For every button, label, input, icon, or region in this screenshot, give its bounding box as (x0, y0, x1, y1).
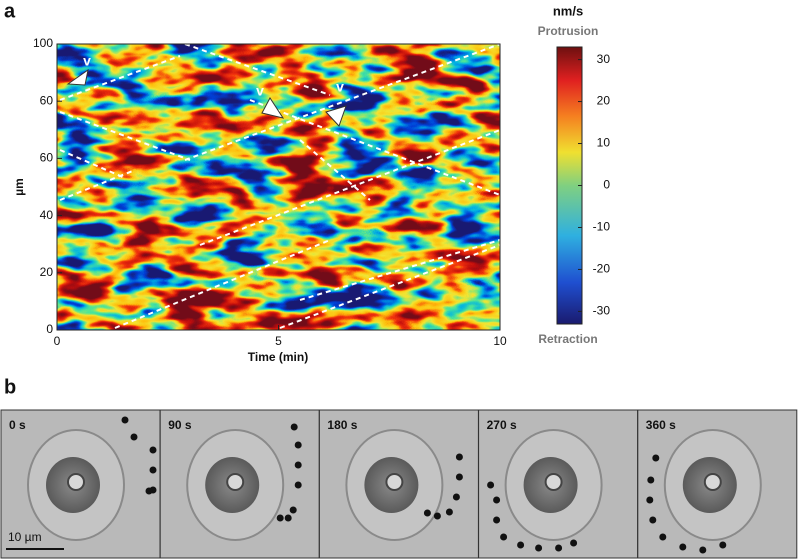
dashed-guides (59, 43, 501, 329)
tracking-dot (647, 476, 655, 484)
tracking-dot (570, 539, 578, 547)
frame-label: 180 s (327, 418, 357, 432)
tracking-dot (455, 473, 463, 481)
frame-label: 90 s (168, 418, 192, 432)
colorbar-top-label: Protrusion (538, 24, 599, 38)
x-tick-label: 5 (275, 334, 282, 348)
tracking-dot (294, 481, 302, 489)
y-axis-label: µm (12, 178, 26, 196)
y-tick-label: 60 (40, 151, 54, 165)
scale-bar-label: 10 µm (8, 530, 42, 544)
frame-label: 270 s (487, 418, 517, 432)
nucleolus (544, 473, 563, 491)
frame-label: 360 s (646, 418, 676, 432)
tracking-dot (433, 512, 441, 520)
nucleolus (67, 473, 85, 491)
tracking-dot (294, 441, 302, 449)
colorbar-tick-label: -10 (593, 220, 611, 234)
panel-label: b (4, 376, 16, 398)
panel-label: a (4, 0, 16, 22)
y-tick-label: 40 (40, 208, 54, 222)
x-tick-label: 0 (54, 334, 61, 348)
tracking-dot (149, 446, 157, 454)
tracking-dot (276, 514, 284, 522)
nucleolus (703, 473, 722, 491)
tracking-dot (500, 533, 508, 541)
x-tick-label: 10 (493, 334, 507, 348)
tracking-dot (699, 546, 707, 554)
tracking-dot (719, 541, 727, 549)
y-tick-label: 60 (40, 93, 54, 107)
annotation: v (256, 83, 264, 99)
tracking-dot (294, 461, 302, 469)
colorbar-title: nm/s (553, 3, 583, 18)
annotation: v (336, 79, 344, 95)
tracking-dot (130, 433, 138, 441)
tracking-dot (493, 516, 501, 524)
colorbar-tick-label: 30 (597, 52, 611, 66)
nucleolus (226, 473, 245, 491)
tracking-dot (679, 543, 687, 551)
kymograph (57, 44, 500, 330)
x-axis-label: Time (min) (248, 350, 308, 364)
tracking-dot (652, 454, 660, 462)
colorbar-bottom-label: Retraction (538, 332, 597, 346)
colorbar-tick-label: 0 (603, 178, 610, 192)
tracking-dot (290, 423, 298, 431)
colorbar-tick-label: 10 (597, 136, 611, 150)
frame-label: 0 s (9, 418, 26, 432)
nucleolus (385, 473, 404, 491)
colorbar-tick-label: -20 (593, 262, 611, 276)
tracking-dot (145, 487, 153, 495)
tracking-dot (121, 416, 129, 424)
tracking-dot (517, 541, 525, 549)
tracking-dot (555, 544, 563, 552)
tracking-dot (659, 533, 667, 541)
tracking-dot (487, 481, 495, 489)
tracking-dot (535, 544, 543, 552)
tracking-dot (452, 493, 460, 501)
tracking-dot (423, 509, 431, 517)
tracking-dot (493, 496, 501, 504)
arrowheads (66, 68, 347, 127)
colorbar-tick-label: 20 (597, 94, 611, 108)
y-tick-label: 0 (46, 322, 53, 336)
tracking-dot (289, 506, 297, 514)
colorbar (556, 46, 583, 325)
annotation: v (83, 53, 91, 69)
tracking-dot (445, 508, 453, 516)
tracking-dot (649, 516, 657, 524)
y-tick-label: 20 (40, 265, 54, 279)
tracking-dot (149, 466, 157, 474)
tracking-dot (284, 514, 292, 522)
tracking-dot (646, 496, 654, 504)
tracking-dot (455, 453, 463, 461)
frames: 0 s 90 s 180 s 270 s 360 s 10 µm (0, 409, 798, 559)
colorbar-tick-label: -30 (593, 304, 611, 318)
y-tick-label: 100 (33, 36, 53, 50)
